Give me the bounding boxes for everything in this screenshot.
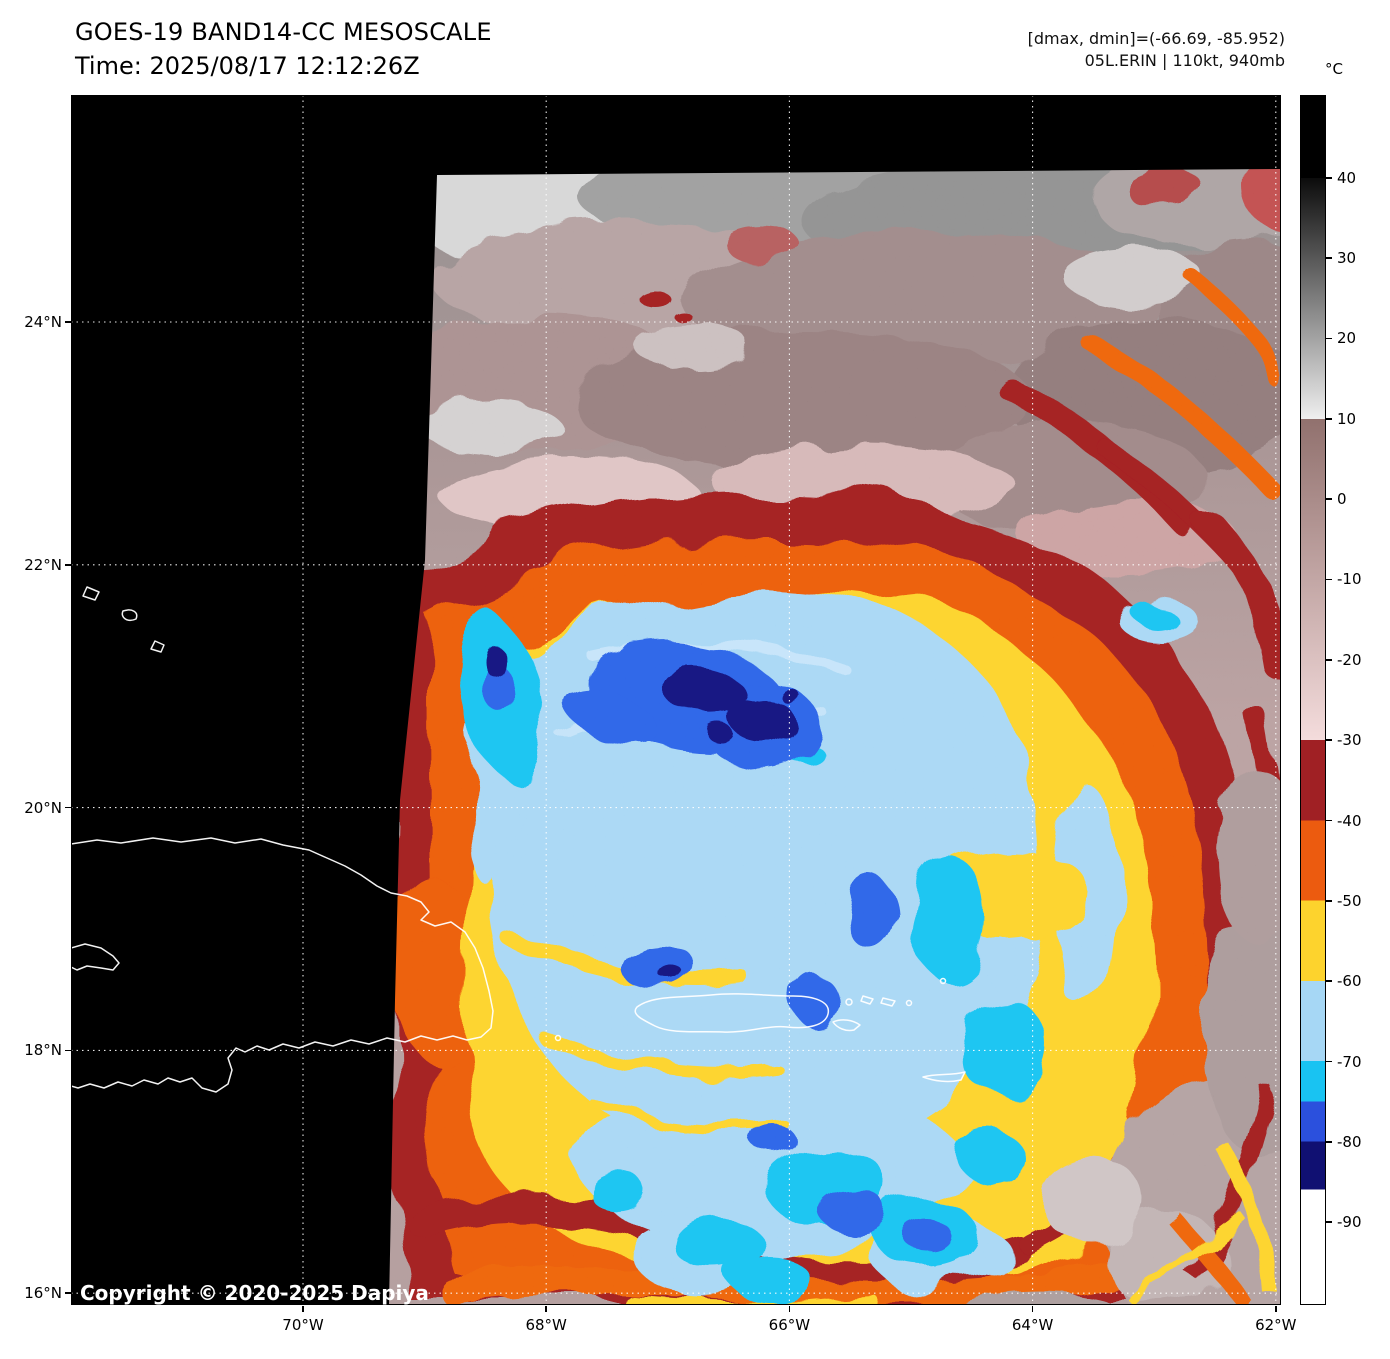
- colorbar-tick-label: -20: [1337, 650, 1362, 669]
- colorbar-tick-label: -60: [1337, 972, 1362, 991]
- lat-tick-mark: [65, 1292, 71, 1294]
- lon-tick-label: 68°W: [525, 1316, 567, 1334]
- lat-tick-label: 22°N: [24, 555, 62, 574]
- colorbar-tick-label: -10: [1337, 570, 1362, 589]
- colorbar-tick-mark: [1326, 498, 1332, 500]
- colorbar: [1300, 95, 1326, 1305]
- coastline-haiti-north: [71, 943, 120, 971]
- colorbar-tick-label: 10: [1337, 409, 1357, 428]
- colorbar-unit-label: °C: [1325, 60, 1343, 78]
- colorbar-tick-label: -80: [1337, 1132, 1362, 1151]
- colorbar-tick-mark: [1326, 177, 1332, 179]
- colorbar-tick-mark: [1326, 1141, 1332, 1143]
- storm-info-readout: 05L.ERIN | 110kt, 940mb: [1084, 51, 1285, 70]
- plot-frame: [71, 95, 1281, 1305]
- satellite-image: [389, 169, 1281, 1305]
- lon-tick-label: 64°W: [1011, 1316, 1054, 1334]
- colorbar-tick-label: 40: [1337, 168, 1357, 187]
- colorbar-tick-mark: [1326, 1221, 1332, 1223]
- colorbar-tick-label: 20: [1337, 329, 1357, 348]
- satellite-map: [71, 95, 1281, 1305]
- colorbar-gradient: [1300, 95, 1326, 1305]
- grain-overlay: [389, 169, 1281, 1305]
- lat-tick-label: 16°N: [24, 1284, 62, 1303]
- lat-tick-mark: [65, 321, 71, 323]
- lat-tick-mark: [65, 806, 71, 809]
- coastline-hispaniola: [71, 837, 494, 1093]
- lat-tick-mark: [65, 564, 71, 566]
- colorbar-tick-label: -90: [1337, 1213, 1362, 1232]
- colorbar-tick-mark: [1326, 257, 1332, 259]
- lon-tick-label: 62°W: [1255, 1316, 1297, 1334]
- dmax-dmin-readout: [dmax, dmin]=(-66.69, -85.952): [1027, 29, 1285, 48]
- colorbar-tick-label: -70: [1337, 1052, 1362, 1071]
- figure-title: GOES-19 BAND14-CC MESOSCALE: [75, 18, 492, 46]
- lon-tick-label: 66°W: [768, 1316, 811, 1334]
- lat-tick-label: 20°N: [24, 798, 62, 817]
- colorbar-tick-mark: [1326, 739, 1332, 741]
- lat-tick-label: 24°N: [24, 313, 62, 331]
- lat-tick-label: 18°N: [24, 1041, 62, 1060]
- colorbar-tick-mark: [1326, 578, 1332, 581]
- figure-info: [dmax, dmin]=(-66.69, -85.952) 05L.ERIN …: [700, 28, 1285, 72]
- lat-tick-mark: [65, 1049, 71, 1052]
- coastline-small-islands: [82, 586, 966, 1083]
- colorbar-tick-label: 30: [1337, 249, 1357, 268]
- colorbar-tick-mark: [1326, 418, 1332, 420]
- copyright-text: Copyright © 2020-2025 Dapiya: [80, 1281, 429, 1305]
- coastline-puerto-rico: [634, 993, 830, 1033]
- colorbar-tick-label: -40: [1337, 811, 1362, 830]
- figure-time: Time: 2025/08/17 12:12:26Z: [75, 52, 420, 80]
- colorbar-tick-mark: [1326, 819, 1332, 822]
- lon-tick-mark: [302, 1306, 304, 1312]
- gridlines: [71, 95, 1281, 1305]
- lon-tick-mark: [1031, 1306, 1034, 1312]
- colorbar-tick-mark: [1326, 659, 1332, 661]
- colorbar-tick-mark: [1326, 900, 1332, 902]
- lon-tick-label: 70°W: [282, 1316, 324, 1334]
- colorbar-tick-label: -50: [1337, 891, 1362, 910]
- lon-tick-mark: [545, 1306, 547, 1312]
- lon-tick-mark: [1275, 1306, 1277, 1312]
- colorbar-tick-label: 0: [1337, 490, 1347, 509]
- colorbar-tick-mark: [1326, 337, 1332, 340]
- lon-tick-mark: [788, 1306, 791, 1312]
- colorbar-tick-mark: [1326, 1060, 1332, 1063]
- colorbar-tick-label: -30: [1337, 731, 1362, 750]
- colorbar-tick-mark: [1326, 980, 1332, 982]
- coastlines: [71, 586, 966, 1093]
